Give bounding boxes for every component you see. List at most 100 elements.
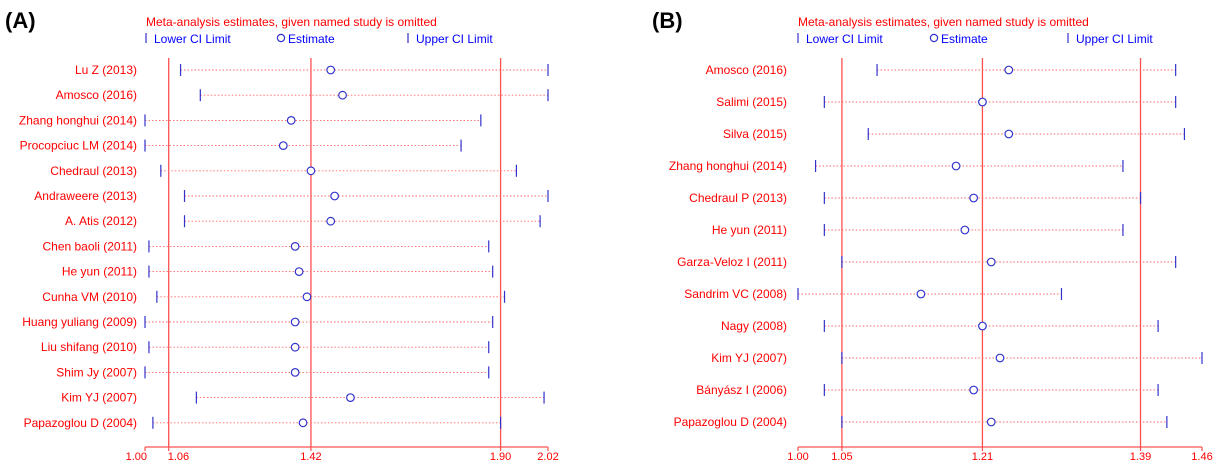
estimate-marker: [298, 418, 308, 428]
estimate-marker: [278, 141, 288, 151]
legend-estimate-label: Estimate: [941, 32, 988, 46]
estimate-marker: [302, 292, 312, 302]
tick-label: 1.21: [972, 451, 993, 461]
estimate-marker: [986, 417, 996, 427]
estimate-marker: [969, 385, 979, 395]
estimate-marker: [326, 216, 336, 226]
legend: Lower CI Limit Estimate Upper CI Limit: [145, 32, 493, 46]
study-label: Chedraul (2013): [50, 164, 137, 178]
study-row: Shim Jy (2007): [56, 365, 490, 379]
plot-header: Meta-analysis estimates, given named stu…: [798, 15, 1089, 29]
estimate-marker: [960, 225, 970, 235]
forest-panel-b: (B) Meta-analysis estimates, given named …: [652, 8, 1213, 461]
panel-label: (A): [5, 8, 36, 33]
tick-label: 1.00: [787, 451, 808, 461]
study-label: Bányász I (2006): [696, 383, 787, 397]
x-axis: 1.00 1.05 1.21 1.39 1.46: [787, 446, 1213, 461]
study-row: Kim YJ (2007): [711, 351, 1203, 365]
study-row: He yun (2011): [712, 223, 1124, 237]
estimate-marker: [1004, 65, 1014, 75]
study-label: Kim YJ (2007): [61, 391, 137, 405]
estimate-marker: [995, 353, 1005, 363]
estimate-marker: [1004, 129, 1014, 139]
study-row: Chedraul (2013): [50, 164, 517, 178]
study-row: Cunha VM (2010): [42, 290, 506, 304]
study-label: Silva (2015): [723, 127, 787, 141]
study-label: Papazoglou D (2004): [24, 416, 137, 430]
study-row: Amosco (2016): [706, 63, 1177, 77]
study-row: Garza-Veloz I (2011): [677, 255, 1177, 269]
plot-header: Meta-analysis estimates, given named stu…: [146, 15, 437, 29]
estimate-marker: [290, 317, 300, 327]
study-label: Nagy (2008): [721, 319, 787, 333]
estimate-marker: [978, 97, 987, 107]
estimate-marker: [290, 342, 300, 352]
study-label: Amosco (2016): [706, 63, 787, 77]
study-row: Procopciuc LM (2014): [20, 139, 462, 153]
legend-upper-label: Upper CI Limit: [1076, 32, 1153, 46]
tick-label: 1.90: [490, 451, 511, 461]
legend-lower-label: Lower CI Limit: [154, 32, 231, 46]
tick-label: 1.39: [1130, 451, 1151, 461]
tick-label: 1.00: [126, 451, 147, 461]
study-row: He yun (2011): [62, 265, 494, 279]
study-row: Chen baoli (2011): [42, 239, 490, 253]
forest-panel-a: (A) Meta-analysis estimates, given named …: [5, 8, 559, 461]
legend-estimate-marker: [276, 33, 286, 43]
legend-estimate-label: Estimate: [288, 32, 335, 46]
study-row: Lu Z (2013): [75, 63, 549, 77]
study-label: Zhang honghui (2014): [669, 159, 787, 173]
estimate-marker: [951, 161, 961, 171]
tick-label: 2.02: [537, 451, 558, 461]
study-label: A. Atis (2012): [65, 214, 137, 228]
estimate-marker: [294, 267, 304, 277]
estimate-marker: [346, 393, 355, 403]
estimate-marker: [290, 368, 300, 377]
study-row: Salimi (2015): [716, 95, 1177, 109]
study-label: Zhang honghui (2014): [19, 113, 137, 127]
study-label: Kim YJ (2007): [711, 351, 787, 365]
estimate-marker: [326, 65, 336, 75]
tick-label: 1.05: [831, 451, 852, 461]
estimate-marker: [916, 289, 926, 299]
study-row: A. Atis (2012): [65, 214, 541, 228]
x-axis: 1.00 1.06 1.42 1.90 2.02: [126, 446, 559, 461]
estimate-marker: [986, 257, 996, 267]
estimate-marker: [286, 115, 296, 125]
estimate-marker: [969, 193, 979, 203]
study-row: Sandrim VC (2008): [684, 287, 1063, 301]
study-label: Sandrim VC (2008): [684, 287, 787, 301]
study-row: Papazoglou D (2004): [24, 416, 502, 430]
study-label: Chedraul P (2013): [689, 191, 787, 205]
study-label: Amosco (2016): [56, 88, 137, 102]
study-row: Bányász I (2006): [696, 383, 1159, 397]
legend-upper-label: Upper CI Limit: [416, 32, 493, 46]
study-label: Liu shifang (2010): [41, 340, 137, 354]
tick-label: 1.46: [1191, 451, 1212, 461]
study-label: Papazoglou D (2004): [674, 415, 787, 429]
study-label: Cunha VM (2010): [42, 290, 137, 304]
study-label: Andraweere (2013): [34, 189, 137, 203]
study-row: Kim YJ (2007): [61, 391, 545, 405]
legend: Lower CI Limit Estimate Upper CI Limit: [797, 32, 1153, 46]
study-row: Huang yuliang (2009): [22, 315, 494, 329]
study-label: Salimi (2015): [716, 95, 787, 109]
panel-label: (B): [652, 8, 683, 33]
study-row: Papazoglou D (2004): [674, 415, 1168, 429]
estimate-marker: [330, 191, 340, 201]
study-row: Liu shifang (2010): [41, 340, 490, 354]
study-row: Zhang honghui (2014): [19, 113, 482, 127]
study-label: Lu Z (2013): [75, 63, 137, 77]
estimate-marker: [978, 321, 987, 331]
tick-label: 1.06: [168, 451, 189, 461]
study-row: Andraweere (2013): [34, 189, 549, 203]
study-label: He yun (2011): [62, 265, 137, 279]
estimate-marker: [306, 166, 316, 176]
study-row: Silva (2015): [723, 127, 1186, 141]
study-row: Chedraul P (2013): [689, 191, 1142, 205]
study-row: Amosco (2016): [56, 88, 549, 102]
study-row: Zhang honghui (2014): [669, 159, 1124, 173]
study-label: Procopciuc LM (2014): [20, 139, 137, 153]
estimate-marker: [338, 90, 347, 100]
study-label: Huang yuliang (2009): [22, 315, 137, 329]
